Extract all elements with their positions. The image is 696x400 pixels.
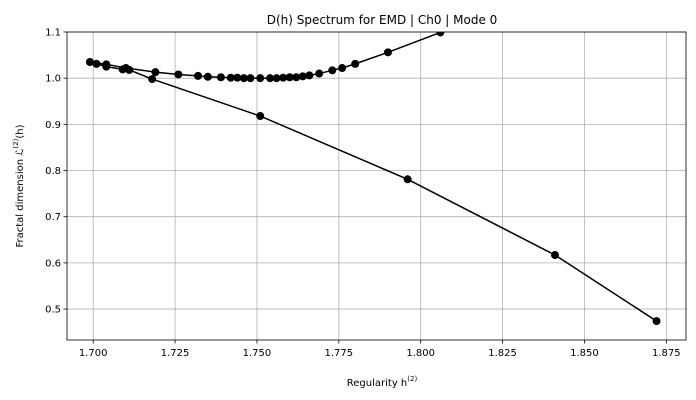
grid-lines xyxy=(67,31,686,340)
data-point xyxy=(256,74,265,83)
y-axis-label: Fractal dimension ℒ(2)(h) xyxy=(12,124,26,247)
data-point xyxy=(338,64,347,73)
y-tick-label: 0.9 xyxy=(45,120,61,131)
data-point xyxy=(266,74,275,83)
data-point xyxy=(315,69,324,78)
data-point xyxy=(292,73,301,82)
data-point xyxy=(239,74,248,83)
x-tick-label: 1.825 xyxy=(488,348,517,359)
data-point xyxy=(102,60,111,69)
data-point xyxy=(550,251,559,260)
y-tick-label: 0.7 xyxy=(45,212,61,223)
series-layer xyxy=(85,32,661,326)
data-point xyxy=(216,73,225,82)
y-axis-label-superscript: (2) xyxy=(12,138,20,148)
y-axis-label-tail: (h) xyxy=(15,124,26,138)
data-point xyxy=(121,64,130,73)
y-tick-label: 0.6 xyxy=(45,258,61,269)
data-point xyxy=(436,32,445,37)
data-point xyxy=(305,71,314,80)
data-point xyxy=(151,68,160,77)
data-point xyxy=(383,48,392,57)
data-point xyxy=(328,66,337,75)
x-axis-label-text: Regularity h xyxy=(347,378,408,389)
data-point xyxy=(285,73,294,82)
x-tick-label: 1.725 xyxy=(161,348,190,359)
data-point xyxy=(148,75,157,84)
data-point xyxy=(233,73,242,82)
data-point xyxy=(92,59,101,68)
x-tick-label: 1.700 xyxy=(79,348,108,359)
data-point xyxy=(203,72,212,81)
plot-area xyxy=(85,32,661,326)
x-tick-label: 1.750 xyxy=(243,348,272,359)
data-point xyxy=(194,71,203,80)
y-axis-label-text: Fractal dimension ℒ xyxy=(15,149,26,248)
data-point xyxy=(226,73,235,82)
y-tick-label: 0.8 xyxy=(45,166,61,177)
x-tick-label: 1.875 xyxy=(652,348,681,359)
y-tick-label: 1.1 xyxy=(45,28,61,39)
x-tick-label: 1.775 xyxy=(325,348,354,359)
data-point xyxy=(279,73,288,82)
x-tick-label: 1.850 xyxy=(570,348,599,359)
data-point xyxy=(652,317,661,326)
data-point xyxy=(246,74,255,83)
data-point xyxy=(272,74,281,83)
y-tick-label: 1.0 xyxy=(45,74,61,85)
data-point xyxy=(351,59,360,68)
y-axis-ticks: 0.5 0.6 0.7 0.8 0.9 1.0 1.1 xyxy=(45,28,67,316)
data-point xyxy=(256,112,265,121)
chart-title: D(h) Spectrum for EMD | Ch0 | Mode 0 xyxy=(267,13,498,27)
x-axis-label: Regularity h(2) xyxy=(347,375,418,389)
data-point xyxy=(298,72,307,81)
data-point xyxy=(174,70,183,79)
y-tick-label: 0.5 xyxy=(45,305,61,316)
plot-frame xyxy=(66,31,687,341)
data-point xyxy=(403,175,412,184)
data-point xyxy=(85,58,94,67)
x-tick-label: 1.800 xyxy=(406,348,435,359)
x-axis-ticks: 1.700 1.725 1.750 1.775 1.800 1.825 1.850 1.875 xyxy=(79,340,681,359)
x-axis-label-superscript: (2) xyxy=(407,375,417,383)
